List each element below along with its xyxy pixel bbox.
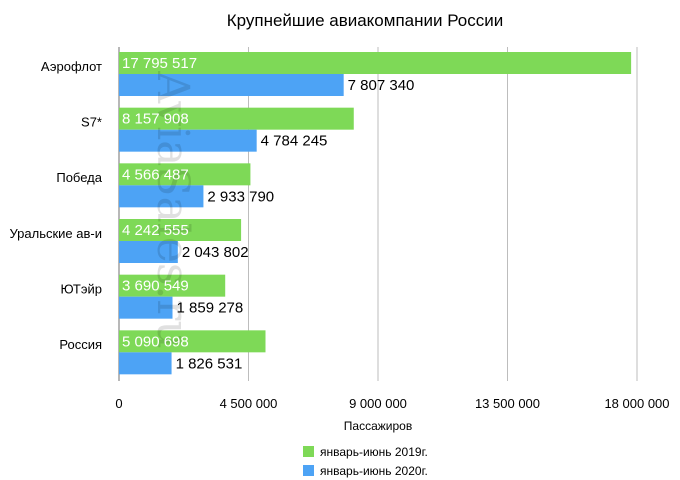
data-label: 1 859 278 [177, 300, 244, 317]
x-tick-label: 13 500 000 [475, 396, 540, 411]
data-label: 2 043 802 [182, 244, 249, 261]
data-label: 4 242 555 [122, 222, 189, 239]
category-label: ЮТэйр [61, 282, 102, 297]
tick-labels: 0 4 500 000 9 000 000 13 500 000 18 000 000 [115, 396, 669, 411]
data-label: 17 795 517 [122, 55, 197, 72]
bar-2020 [119, 74, 344, 96]
bar-2019 [119, 274, 226, 297]
grid [118, 47, 638, 381]
data-label: 3 690 549 [122, 278, 189, 295]
x-axis-title: Пассажиров [344, 419, 412, 433]
category-label: Россия [59, 337, 102, 352]
legend-label: январь-июнь 2020г. [320, 464, 428, 478]
data-label: 2 933 790 [207, 188, 274, 205]
bar-2020 [119, 241, 178, 263]
chart-title: Крупнейшие авиакомпании России [227, 11, 504, 30]
category-label: Уральские ав-и [9, 226, 102, 241]
value-labels: 17 795 517 7 807 340 8 157 908 4 784 245 4 5… [122, 55, 414, 372]
bar-2019 [119, 52, 632, 74]
watermark-group: AviaSales.ru [147, 70, 198, 349]
x-tick-label: 18 000 000 [604, 396, 669, 411]
category-label: S7* [81, 115, 102, 130]
x-tick-label: 9 000 000 [349, 396, 407, 411]
bar-2019 [119, 107, 354, 130]
legend-label: январь-июнь 2019г. [320, 445, 428, 459]
data-label: 5 090 698 [122, 333, 189, 350]
bars [119, 52, 632, 375]
category-labels: Аэрофлот S7* Победа Уральские ав-и ЮТэйр Росс… [9, 59, 102, 352]
x-tick-label: 4 500 000 [220, 396, 278, 411]
bar-2019 [119, 330, 266, 353]
data-label: 7 807 340 [348, 77, 415, 94]
legend: январь-июнь 2019г. январь-июнь 2020г. [303, 445, 428, 478]
bar-2019 [119, 163, 251, 186]
x-tick-label: 0 [115, 396, 122, 411]
category-label: Победа [56, 170, 102, 185]
data-label: 4 784 245 [261, 133, 328, 150]
category-label: Аэрофлот [41, 59, 102, 74]
legend-swatch [303, 465, 314, 476]
legend-swatch [303, 446, 314, 457]
bar-2020 [119, 129, 257, 152]
watermark: AviaSales.ru [147, 70, 198, 349]
bar-2020 [119, 296, 173, 319]
bar-2019 [119, 219, 242, 241]
bar-2020 [119, 185, 204, 208]
bar-2020 [119, 352, 172, 375]
data-label: 8 157 908 [122, 111, 189, 128]
data-label: 4 566 487 [122, 166, 189, 183]
data-label: 1 826 531 [176, 355, 243, 372]
